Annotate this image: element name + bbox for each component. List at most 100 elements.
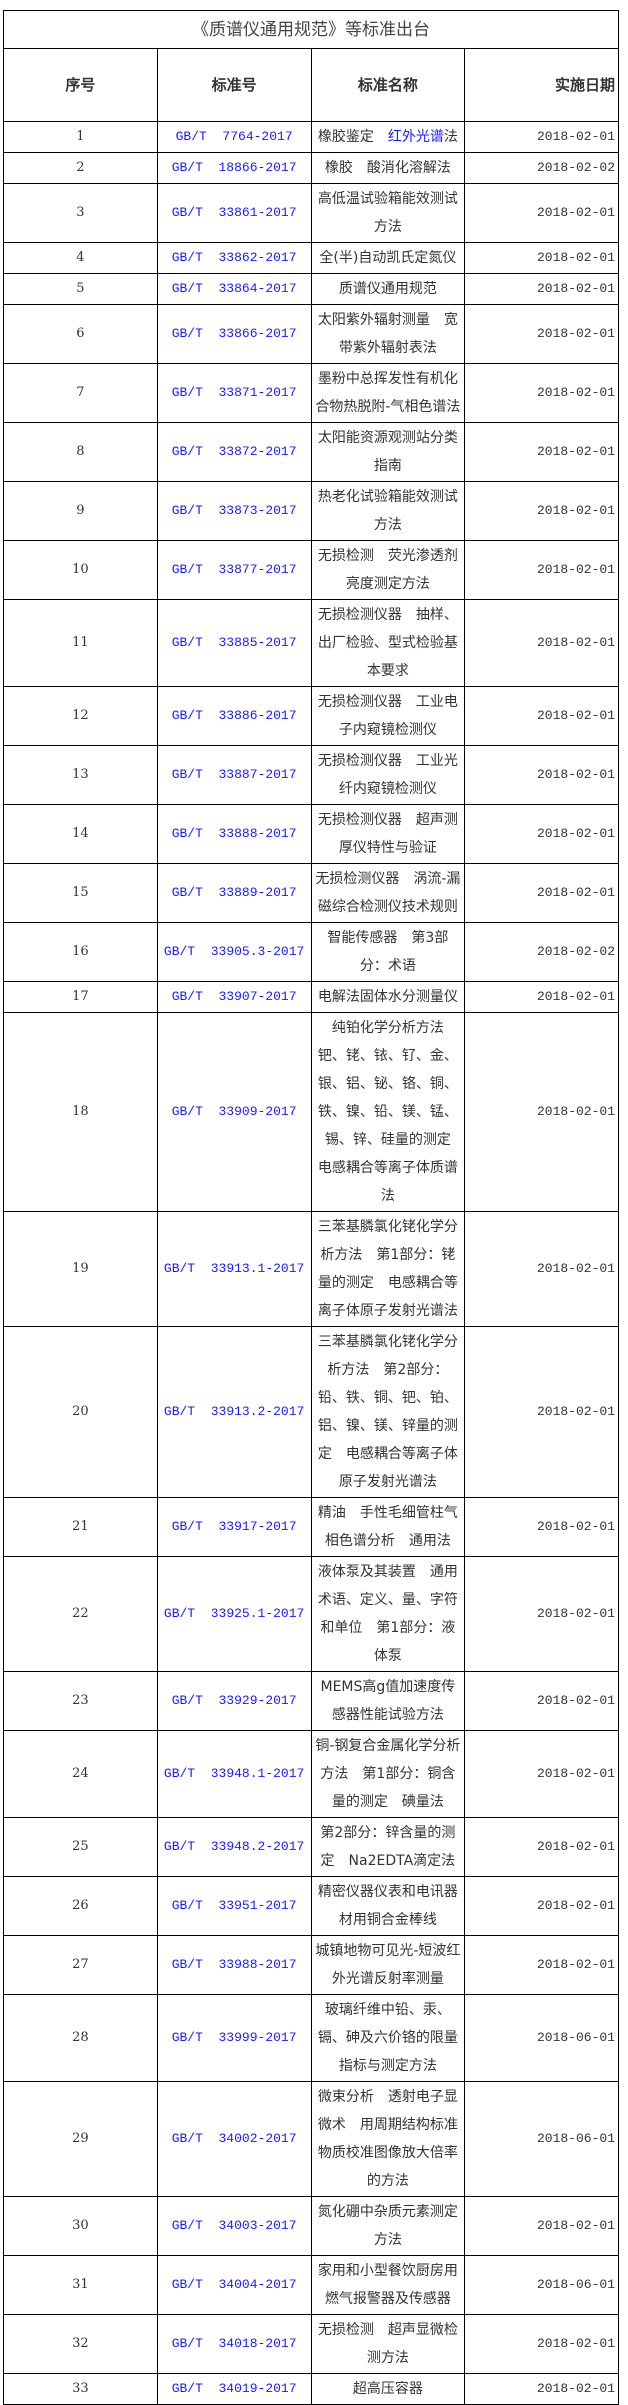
standard-code[interactable]: GB/T 33861-2017 [156,183,312,243]
table-row: 13 GB/T 33887-2017 无损检测仪器 工业光纤内窥镜检测仪 2018-0… [3,745,619,805]
row-number: 33 [3,2373,158,2405]
standard-code[interactable]: GB/T 33866-2017 [156,304,312,364]
implementation-date: 2018-02-02 [464,922,619,982]
standard-code[interactable]: GB/T 33886-2017 [156,686,312,746]
standard-code[interactable]: GB/T 33907-2017 [156,981,312,1013]
header-row: 序号 标准号 标准名称 实施日期 [3,48,619,122]
table-row: 29 GB/T 34002-2017 微束分析 透射电子显微术 用周期结构标准物质校… [3,2081,619,2197]
standard-name: 橡胶 酸消化溶解法 [310,152,466,184]
implementation-date: 2018-02-01 [464,1730,619,1818]
row-number: 7 [3,363,158,423]
standard-name: 无损检测仪器 工业电子内窥镜检测仪 [310,686,466,746]
standard-name: 城镇地物可见光-短波红外光谱反射率测量 [310,1935,466,1995]
header-name: 标准名称 [310,48,466,122]
standard-code[interactable]: GB/T 33948.2-2017 [156,1817,312,1877]
standard-name: 智能传感器 第3部分：术语 [310,922,466,982]
standard-name: 三苯基膦氯化铑化学分析方法 第2部分：铅、铁、铜、钯、铂、铝、镍、镁、锌量的测定… [310,1326,466,1498]
table-row: 28 GB/T 33999-2017 玻璃纤维中铅、汞、镉、砷及六价铬的限量指标与测… [3,1994,619,2082]
standard-name: 微束分析 透射电子显微术 用周期结构标准物质校准图像放大倍率的方法 [310,2081,466,2197]
row-number: 5 [3,273,158,305]
name-text: 法 [443,129,458,145]
standard-name: 太阳能资源观测站分类指南 [310,422,466,482]
standard-code[interactable]: GB/T 33862-2017 [156,242,312,274]
table-row: 14 GB/T 33888-2017 无损检测仪器 超声测厚仪特性与验证 2018-0… [3,804,619,864]
standard-name: 太阳紫外辐射测量 宽带紫外辐射表法 [310,304,466,364]
implementation-date: 2018-02-01 [464,1556,619,1672]
table-row: 23 GB/T 33929-2017 MEMS高g值加速度传感器性能试验方法 2018… [3,1671,619,1731]
row-number: 14 [3,804,158,864]
standard-name: 热老化试验箱能效测试方法 [310,481,466,541]
standard-code[interactable]: GB/T 33871-2017 [156,363,312,423]
standard-code[interactable]: GB/T 33948.1-2017 [156,1730,312,1818]
standard-code[interactable]: GB/T 33885-2017 [156,599,312,687]
table-row: 20 GB/T 33913.2-2017 三苯基膦氯化铑化学分析方法 第2部分：铅、… [3,1326,619,1498]
standard-code[interactable]: GB/T 7764-2017 [156,121,312,153]
implementation-date: 2018-02-01 [464,863,619,923]
standard-code[interactable]: GB/T 33913.2-2017 [156,1326,312,1498]
implementation-date: 2018-02-01 [464,804,619,864]
standard-name: 铜-钢复合金属化学分析方法 第1部分：铜含量的测定 碘量法 [310,1730,466,1818]
standard-code[interactable]: GB/T 33877-2017 [156,540,312,600]
standard-code[interactable]: GB/T 33905.3-2017 [156,922,312,982]
name-link[interactable]: 红外光谱 [387,129,444,145]
row-number: 18 [3,1012,158,1212]
table-row: 21 GB/T 33917-2017 精油 手性毛细管柱气相色谱分析 通用法 2018… [3,1497,619,1557]
implementation-date: 2018-02-01 [464,1211,619,1327]
standard-name: 纯铂化学分析方法 钯、铑、铱、钌、金、银、铝、铋、铬、铜、铁、镍、铅、镁、锰、锡… [310,1012,466,1212]
standard-name: 精密仪器仪表和电讯器材用铜合金棒线 [310,1876,466,1936]
row-number: 26 [3,1876,158,1936]
table-row: 5 GB/T 33864-2017 质谱仪通用规范 2018-02-01 [3,273,619,305]
table-row: 27 GB/T 33988-2017 城镇地物可见光-短波红外光谱反射率测量 2018… [3,1935,619,1995]
standard-code[interactable]: GB/T 34018-2017 [156,2314,312,2374]
implementation-date: 2018-02-01 [464,1326,619,1498]
row-number: 22 [3,1556,158,1672]
standard-name: 墨粉中总挥发性有机化合物热脱附-气相色谱法 [310,363,466,423]
standard-code[interactable]: GB/T 33864-2017 [156,273,312,305]
standard-code[interactable]: GB/T 33909-2017 [156,1012,312,1212]
implementation-date: 2018-06-01 [464,2081,619,2197]
standard-code[interactable]: GB/T 33951-2017 [156,1876,312,1936]
row-number: 29 [3,2081,158,2197]
standard-code[interactable]: GB/T 33999-2017 [156,1994,312,2082]
standard-code[interactable]: GB/T 33889-2017 [156,863,312,923]
standard-name: 家用和小型餐饮厨房用燃气报警器及传感器 [310,2255,466,2315]
standard-code[interactable]: GB/T 18866-2017 [156,152,312,184]
row-number: 10 [3,540,158,600]
standard-code[interactable]: GB/T 33888-2017 [156,804,312,864]
table-row: 22 GB/T 33925.1-2017 液体泵及其装置 通用术语、定义、量、字符和… [3,1556,619,1672]
row-number: 30 [3,2196,158,2256]
row-number: 27 [3,1935,158,1995]
standard-code[interactable]: GB/T 33887-2017 [156,745,312,805]
standard-code[interactable]: GB/T 33929-2017 [156,1671,312,1731]
standard-code[interactable]: GB/T 33917-2017 [156,1497,312,1557]
standard-name: 精油 手性毛细管柱气相色谱分析 通用法 [310,1497,466,1557]
row-number: 6 [3,304,158,364]
standard-code[interactable]: GB/T 33925.1-2017 [156,1556,312,1672]
table-row: 11 GB/T 33885-2017 无损检测仪器 抽样、出厂检验、型式检验基本要求… [3,599,619,687]
row-number: 23 [3,1671,158,1731]
standard-name: 三苯基膦氯化铑化学分析方法 第1部分：铑量的测定 电感耦合等离子体原子发射光谱法 [310,1211,466,1327]
table-row: 8 GB/T 33872-2017 太阳能资源观测站分类指南 2018-02-01 [3,422,619,482]
standard-code[interactable]: GB/T 33913.1-2017 [156,1211,312,1327]
standard-code[interactable]: GB/T 34003-2017 [156,2196,312,2256]
standard-code[interactable]: GB/T 33873-2017 [156,481,312,541]
table-row: 7 GB/T 33871-2017 墨粉中总挥发性有机化合物热脱附-气相色谱法 201… [3,363,619,423]
implementation-date: 2018-02-01 [464,2373,619,2405]
implementation-date: 2018-02-01 [464,363,619,423]
standard-name: 无损检测仪器 抽样、出厂检验、型式检验基本要求 [310,599,466,687]
standard-code[interactable]: GB/T 34004-2017 [156,2255,312,2315]
standard-code[interactable]: GB/T 34019-2017 [156,2373,312,2405]
implementation-date: 2018-02-01 [464,686,619,746]
standard-name: 无损检测仪器 超声测厚仪特性与验证 [310,804,466,864]
row-number: 21 [3,1497,158,1557]
standard-code[interactable]: GB/T 34002-2017 [156,2081,312,2197]
standard-code[interactable]: GB/T 33872-2017 [156,422,312,482]
standards-table: 《质谱仪通用规范》等标准出台 序号 标准号 标准名称 实施日期 1 GB/T 77… [3,10,619,2405]
table-row: 19 GB/T 33913.1-2017 三苯基膦氯化铑化学分析方法 第1部分：铑量… [3,1211,619,1327]
standard-name: 无损检测 荧光渗透剂亮度测定方法 [310,540,466,600]
table-row: 9 GB/T 33873-2017 热老化试验箱能效测试方法 2018-02-01 [3,481,619,541]
table-row: 18 GB/T 33909-2017 纯铂化学分析方法 钯、铑、铱、钌、金、银、铝、… [3,1012,619,1212]
name-text: 橡胶鉴定 [317,129,388,145]
row-number: 31 [3,2255,158,2315]
standard-code[interactable]: GB/T 33988-2017 [156,1935,312,1995]
